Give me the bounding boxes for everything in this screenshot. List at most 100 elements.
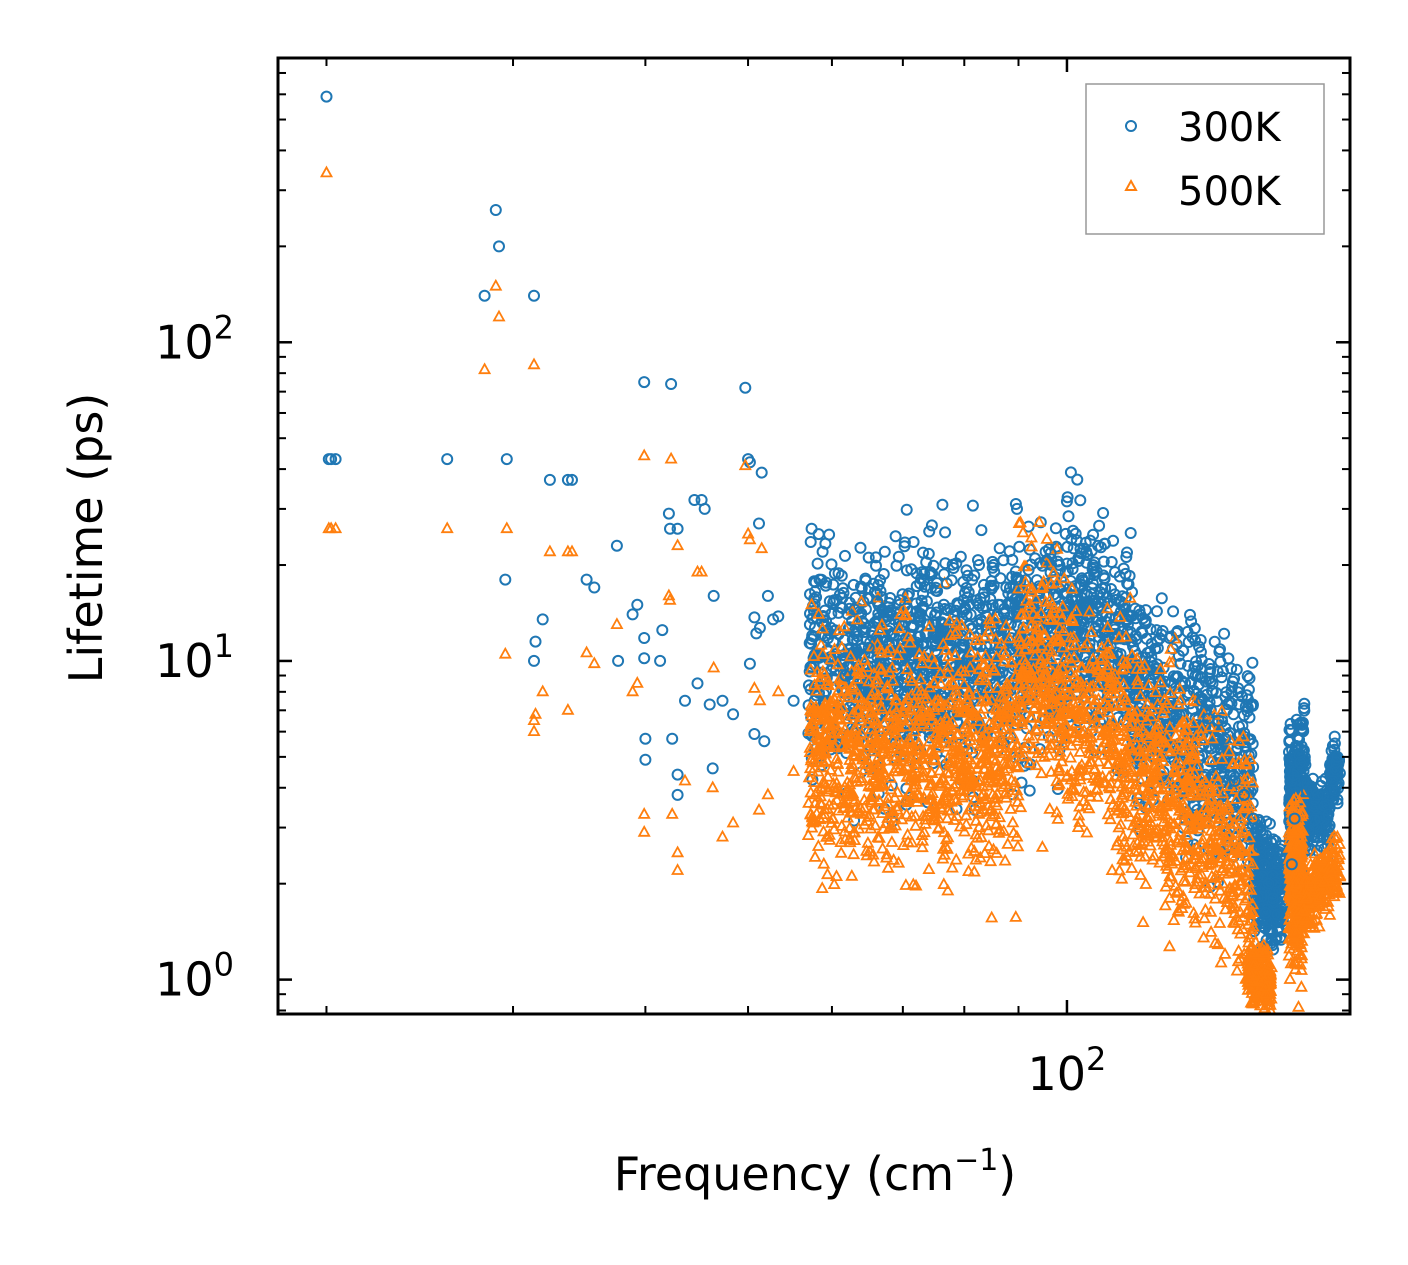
point-300K bbox=[869, 551, 882, 564]
point-300K bbox=[916, 601, 929, 614]
point-300K bbox=[1230, 663, 1243, 676]
point-300K bbox=[984, 579, 997, 592]
point-300K bbox=[1296, 716, 1309, 729]
point-300K bbox=[1126, 609, 1139, 622]
point-300K bbox=[1205, 684, 1218, 697]
point-300K bbox=[1232, 682, 1245, 695]
point-300K bbox=[1243, 672, 1256, 685]
point-300K bbox=[925, 519, 938, 532]
point-300K bbox=[849, 627, 861, 640]
point-300K bbox=[1059, 527, 1072, 540]
point-300K bbox=[1188, 661, 1201, 673]
point-300K bbox=[809, 585, 822, 598]
point-300K bbox=[1061, 565, 1074, 577]
point-300K bbox=[1288, 748, 1301, 761]
point-300K bbox=[1267, 833, 1280, 846]
point-300K bbox=[827, 661, 840, 674]
point-300K bbox=[959, 587, 972, 599]
point-300K bbox=[1123, 569, 1136, 582]
point-300K bbox=[1225, 662, 1238, 675]
point-300K bbox=[1048, 588, 1060, 601]
point-300K bbox=[1023, 784, 1036, 797]
point-300K bbox=[832, 606, 845, 619]
point-300K bbox=[1194, 646, 1207, 658]
point-300K bbox=[1093, 519, 1106, 532]
point-300K bbox=[1213, 732, 1225, 745]
point-300K bbox=[862, 551, 875, 564]
point-300K bbox=[1232, 686, 1245, 699]
point-300K bbox=[914, 577, 927, 590]
point-300K bbox=[916, 637, 929, 650]
point-300K bbox=[1107, 534, 1120, 547]
point-300K bbox=[1105, 556, 1118, 568]
point-300K bbox=[1104, 594, 1117, 607]
point-300K bbox=[978, 591, 991, 604]
point-300K bbox=[851, 634, 864, 647]
point-300K bbox=[991, 608, 1004, 621]
point-300K bbox=[1039, 545, 1052, 558]
point-300K bbox=[1291, 718, 1304, 731]
point-300K bbox=[950, 557, 963, 570]
point-300K bbox=[1078, 587, 1091, 600]
point-300K bbox=[890, 559, 903, 572]
point-300K bbox=[1194, 671, 1207, 683]
point-300K bbox=[1291, 732, 1304, 744]
point-300K bbox=[883, 629, 896, 642]
point-300K bbox=[837, 586, 850, 599]
point-300K bbox=[972, 554, 984, 567]
point-300K bbox=[1070, 534, 1083, 547]
point-300K bbox=[877, 604, 890, 617]
point-300K bbox=[870, 559, 882, 572]
point-300K bbox=[1214, 643, 1226, 656]
point-300K bbox=[1298, 697, 1311, 710]
point-300K bbox=[1064, 466, 1077, 479]
point-300K bbox=[1219, 690, 1232, 703]
point-300K bbox=[1009, 498, 1022, 510]
point-300K bbox=[825, 558, 838, 571]
point-300K bbox=[1156, 625, 1169, 637]
point-300K bbox=[1203, 740, 1215, 753]
point-300K bbox=[923, 525, 936, 538]
point-300K bbox=[1003, 545, 1016, 558]
point-300K bbox=[1000, 581, 1013, 594]
point-300K bbox=[1251, 891, 1264, 904]
point-300K bbox=[1285, 774, 1298, 787]
point-300K bbox=[1080, 612, 1093, 625]
point-300K bbox=[1074, 494, 1087, 507]
point-300K bbox=[872, 612, 885, 625]
point-300K bbox=[1011, 602, 1024, 615]
point-300K bbox=[1174, 679, 1187, 692]
point-300K bbox=[1061, 491, 1074, 504]
point-300K bbox=[1071, 473, 1084, 486]
point-300K bbox=[1256, 870, 1269, 883]
point-300K bbox=[1078, 575, 1091, 588]
point-300K bbox=[1145, 651, 1158, 664]
point-300K bbox=[804, 536, 817, 548]
point-300K bbox=[922, 547, 935, 560]
point-300K bbox=[1013, 540, 1026, 553]
point-300K bbox=[1049, 522, 1062, 535]
point-300K bbox=[1268, 900, 1281, 913]
point-300K bbox=[1221, 698, 1234, 711]
point-300K bbox=[817, 610, 830, 622]
point-300K bbox=[832, 567, 845, 580]
point-300K bbox=[936, 498, 949, 511]
point-300K bbox=[805, 637, 818, 650]
point-300K bbox=[1265, 857, 1278, 870]
point-300K bbox=[886, 627, 899, 640]
point-300K bbox=[1243, 711, 1256, 724]
point-300K bbox=[904, 730, 917, 743]
point-300K bbox=[1155, 592, 1168, 605]
point-300K bbox=[829, 664, 842, 677]
point-300K bbox=[877, 568, 890, 580]
point-300K bbox=[1125, 635, 1138, 648]
point-300K bbox=[1267, 887, 1279, 900]
point-300K bbox=[1271, 857, 1284, 870]
point-300K bbox=[1294, 768, 1307, 781]
point-300K bbox=[1092, 596, 1105, 609]
point-300K bbox=[1266, 925, 1279, 938]
point-300K bbox=[1140, 632, 1153, 645]
point-300K bbox=[927, 674, 940, 686]
point-300K bbox=[1062, 510, 1075, 523]
point-300K bbox=[1233, 698, 1246, 711]
